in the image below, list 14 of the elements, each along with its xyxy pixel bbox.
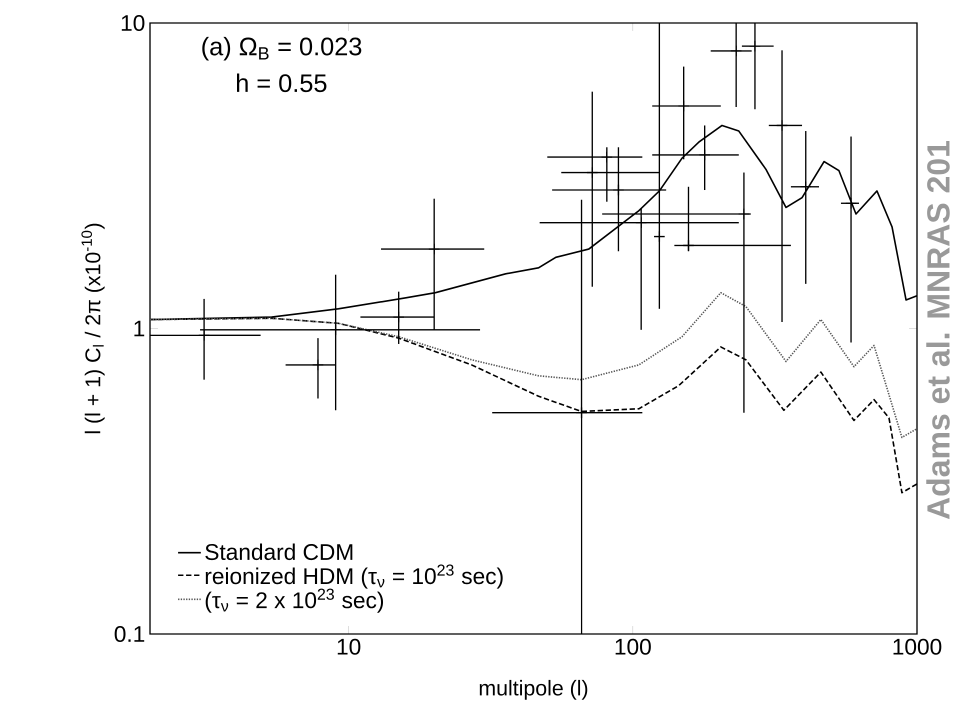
x-tick-label: 10 — [338, 638, 360, 655]
y-tick-label: 1 — [134, 320, 144, 336]
text: Adams et al. MNRAS 201 — [926, 140, 950, 520]
y-axis-title: l (l + 1) C$_{l}$ / 2π (x10$^{-10}$) — [81, 224, 105, 434]
annotation: h = 0.55 — [237, 73, 326, 92]
x-tick-label: 1000 — [894, 638, 942, 655]
y-tick-label: 0.1 — [114, 626, 144, 642]
x-tick-label: 100 — [616, 638, 651, 655]
y-tick-label: 10 — [122, 14, 144, 31]
annotation: (a) Ω$_{B}$ = 0.023 — [202, 36, 362, 60]
legend-label: (τ$_{ν}$ = 2 x 10$^{23}$ sec) — [206, 588, 384, 613]
legend-label: reionized HDM (τ$_{ν}$ = 10$^{23}$ sec) — [206, 564, 503, 589]
legend-label: Standard CDM — [205, 543, 352, 560]
x-axis-title: multipole (l) — [480, 680, 588, 700]
